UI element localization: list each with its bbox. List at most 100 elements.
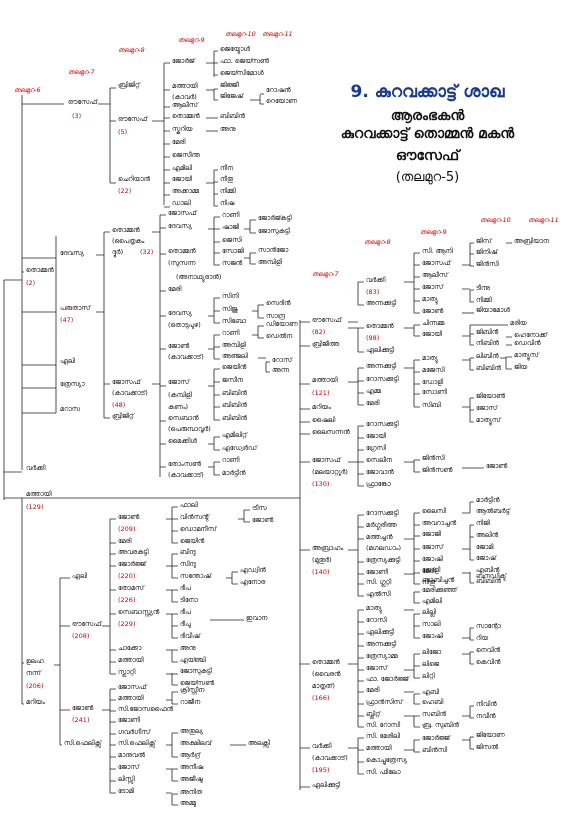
person-name: ജോസ് <box>366 664 389 672</box>
person-name: ജോസഫ് <box>118 683 148 691</box>
person-name: നീന <box>220 164 234 172</box>
person-names: തൊമ്മൻ (2) ഔസേഫ് (3) ബ്രിജിറ്റ് ഔസേഫ് (5) ചെറിയ… <box>26 45 550 807</box>
person-name: ജോണി <box>118 716 141 724</box>
person-name: റോഷൻ <box>266 86 291 94</box>
person-name: സോജി <box>222 247 244 255</box>
person-name: നീതു <box>422 578 435 586</box>
person-name: മാത്യു <box>422 295 438 304</box>
person-name: ബിന്ദു <box>180 548 196 556</box>
person-name: സെദിൻ <box>266 299 291 307</box>
person-name: ജെയ്മോൾ <box>220 45 251 54</box>
person-name: മറിയം <box>26 698 45 706</box>
person-name: ദീപ <box>180 584 191 592</box>
person-number: (206) <box>26 682 43 690</box>
person-name: ബ്രിജീത്ത <box>312 340 340 348</box>
person-name: അനു <box>220 125 236 133</box>
person-name: ഡെവിൻ <box>514 339 541 347</box>
person-name: എമ്മ <box>366 387 382 395</box>
person-name: ജോസ് <box>118 763 141 771</box>
person-name: തൊമ്മൻ <box>172 112 200 120</box>
person-name: (സുസന്ന <box>168 259 196 267</box>
person-name: തൊമ്മൻ <box>112 226 140 234</box>
person-name: മാതൃത്) <box>312 682 335 690</box>
person-name: ജോർജ്കുട്ടി <box>258 214 292 222</box>
person-name: ബ്രിജിറ്റ് <box>112 412 135 420</box>
person-name: മേരി <box>118 537 132 545</box>
person-number: (121) <box>312 389 329 397</box>
person-name: അബ്രാഹം <box>312 544 343 552</box>
person-name: ആലീസ് <box>422 271 449 279</box>
person-name: മേരി <box>168 285 182 293</box>
person-name: ജോൺ <box>422 307 444 315</box>
person-name: ഡെൽന <box>266 332 293 340</box>
person-name: മർഗ്ഗരീത്ത <box>366 521 397 530</box>
person-number: (82) <box>312 328 325 336</box>
person-number: (166) <box>312 694 329 702</box>
person-name: ഏലിക്കുട്ടി <box>366 346 395 354</box>
person-name: (മലയാറ്റൂർ) <box>312 468 348 476</box>
person-name: സ്കറിയ <box>172 125 193 134</box>
person-name: ബ്രിജിറ്റ് <box>118 81 141 89</box>
person-name: (കാവക്കാട്) <box>168 353 204 361</box>
person-name: അനീഷ <box>180 763 204 771</box>
person-name: ഷൈലി <box>312 416 336 424</box>
person-name: ജോയി <box>172 175 193 183</box>
person-name: ദിവീഷ് <box>180 632 201 640</box>
person-name: സ്ലാറ്റി <box>118 668 136 677</box>
person-name: മേരി <box>172 138 186 146</box>
person-name: ലിബിൻ <box>476 352 499 360</box>
person-name: സെബാൻ <box>168 414 199 422</box>
person-name: ജോൺ <box>72 704 94 712</box>
person-name: ജിൻസി <box>476 260 499 268</box>
person-name: സാൻജോ <box>258 246 289 254</box>
person-name: മാനുവൽ <box>118 751 146 759</box>
person-name: ജോസുകുട്ടി <box>180 667 212 675</box>
person-name: ഷാജി <box>222 223 240 231</box>
person-name: നിബിൻ <box>476 339 499 347</box>
person-name: ടീന്നു <box>476 284 490 292</box>
person-name: ജോർജ്ജ് <box>422 734 451 742</box>
person-name: എഡ്വിൻ <box>240 566 266 574</box>
person-name: മത്തായി <box>312 376 338 384</box>
generation-label: തലമുറ-7 <box>68 68 95 76</box>
person-name: സി. മേരിലി <box>366 732 401 740</box>
person-name: ബിബിൻ <box>222 401 247 409</box>
person-name: കെവിൻ <box>476 658 501 666</box>
person-name: എമിലി <box>422 597 443 605</box>
person-number: (208) <box>72 632 89 640</box>
person-name: മേരിക്കുഞ്ഞ് <box>422 586 458 594</box>
person-name: നിജി <box>476 519 490 527</box>
person-name: മാർട്ടിൻ <box>476 496 500 504</box>
person-number: (3) <box>72 112 81 120</box>
person-name: അവറാച്ചൻ <box>422 519 457 527</box>
person-name: ലിജോ <box>422 648 442 656</box>
person-name: ത്രേസ്യക്കുട്ടി <box>366 556 401 564</box>
person-name: അലിൻ <box>476 531 499 539</box>
person-name: അക്കാമ്മ <box>172 187 200 195</box>
person-name: സി. ഫിലോ <box>366 768 401 776</box>
person-name: ജോളി <box>422 566 441 574</box>
person-name: അവരകുട്ടി <box>118 548 149 556</box>
person-name: ഫാ. ജോർജ്ജ് <box>366 675 410 683</box>
person-name: ബിബിൻ <box>222 414 247 422</box>
person-name: ഏലി <box>72 572 88 580</box>
person-name: ജോസഫ് <box>168 209 198 217</box>
person-name: ജോസ് <box>476 404 499 412</box>
person-name: ഔസേഫ് <box>118 115 149 123</box>
person-name: പരുതാസ് <box>60 304 92 312</box>
person-name: നിഷ <box>220 199 235 207</box>
person-name: (കാവക്കാട്) <box>312 754 348 762</box>
person-name: സെബാസ്റ്റ്യൻ <box>118 608 160 617</box>
person-name: സാന്ദ്ര <box>266 312 286 320</box>
person-name: ജോഷി <box>422 632 443 640</box>
person-name: ഗ്രേസി <box>366 444 387 452</box>
person-name: തൊമ്മൻ <box>366 322 394 330</box>
person-name: (കാവക്കാട്) <box>112 389 148 397</box>
person-number: (220) <box>118 572 135 580</box>
person-name: മത്തായി <box>172 82 198 90</box>
person-number: (32) <box>140 248 153 256</box>
founder-line: കുറവക്കാട്ട് തൊമ്മൻ മകൻ <box>340 126 515 142</box>
person-name: ജിസ് <box>476 237 493 245</box>
person-name: ജോസഫ് <box>112 378 142 386</box>
person-name: ജോജി <box>422 530 441 538</box>
